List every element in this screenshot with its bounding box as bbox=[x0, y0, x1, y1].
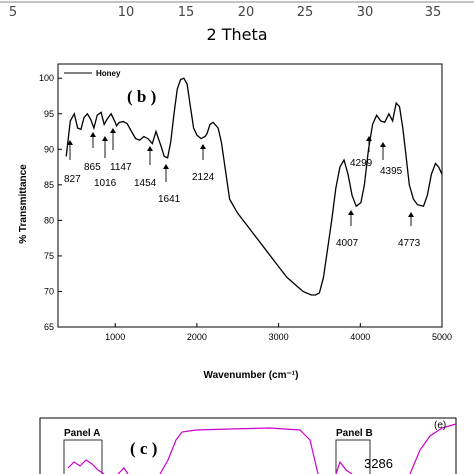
annotation-label: 865 bbox=[84, 162, 101, 173]
annotation-arrowhead bbox=[366, 136, 372, 141]
panel-a-label: Panel A bbox=[64, 428, 100, 439]
panel-a-box bbox=[63, 439, 103, 474]
annotation-label: 1016 bbox=[94, 178, 117, 189]
annotation-label: 4007 bbox=[336, 238, 359, 249]
ir-chart: 1000 2000 3000 4000 5000 65 70 75 80 85 90 95 100 82… bbox=[18, 63, 452, 381]
annotation-arrowhead bbox=[102, 136, 108, 141]
y-tick-label: 95 bbox=[44, 109, 54, 119]
annotation-arrowhead bbox=[348, 210, 354, 215]
annotation-label: 4395 bbox=[380, 166, 403, 177]
top-tick-label: 35 bbox=[425, 5, 442, 20]
bottom-spectrum-line bbox=[67, 423, 457, 474]
corner-label-e: (e) bbox=[434, 420, 446, 431]
legend: Honey bbox=[64, 69, 121, 78]
top-panel-xlabel: 2 Theta bbox=[206, 25, 267, 44]
x-tick-label: 3000 bbox=[269, 332, 289, 342]
y-tick-label: 85 bbox=[44, 180, 54, 190]
y-tick-label: 80 bbox=[44, 215, 54, 225]
top-tick-label: 10 bbox=[118, 5, 135, 20]
x-tick-label: 4000 bbox=[350, 332, 370, 342]
y-tick-label: 90 bbox=[44, 144, 54, 154]
y-tick-label: 70 bbox=[44, 286, 54, 296]
annotation-arrowhead bbox=[90, 132, 96, 137]
top-tick-label: 20 bbox=[238, 5, 255, 20]
annotation-label: 1147 bbox=[110, 162, 132, 173]
annotation-arrowhead bbox=[380, 142, 386, 147]
x-axis-label: Wavenumber (cm⁻¹) bbox=[204, 370, 299, 381]
annotation-arrowhead bbox=[408, 212, 414, 217]
top-tick-label: 15 bbox=[178, 5, 195, 20]
annotation-label: 4773 bbox=[398, 238, 421, 249]
top-panel: 5 10 15 20 25 30 35 2 Theta bbox=[0, 1, 474, 44]
annotation-label: 4299 bbox=[350, 158, 373, 169]
bottom-panel: Panel A Panel B ( c ) 3286 (e) bbox=[39, 417, 457, 474]
y-tick-label: 100 bbox=[39, 73, 54, 83]
top-tick-label: 30 bbox=[357, 5, 374, 20]
annotation-label: 2124 bbox=[192, 172, 215, 183]
series-line-honey bbox=[65, 77, 443, 296]
x-tick-label: 5000 bbox=[432, 332, 452, 342]
y-tick-label: 75 bbox=[44, 251, 54, 261]
annotation-arrowhead bbox=[163, 164, 169, 169]
annotation-label: 827 bbox=[64, 174, 81, 185]
top-tick-label: 25 bbox=[297, 5, 314, 20]
y-tick-label: 65 bbox=[44, 322, 54, 332]
annotation-arrowhead bbox=[147, 146, 153, 151]
peak-label-3286: 3286 bbox=[364, 456, 393, 471]
x-tick-label: 1000 bbox=[105, 332, 125, 342]
annotation-label: 1641 bbox=[158, 194, 181, 205]
panel-tag-b: ( b ) bbox=[127, 87, 156, 106]
legend-label: Honey bbox=[96, 69, 121, 78]
annotation-arrowhead bbox=[110, 128, 116, 133]
top-tick-label: 5 bbox=[9, 5, 17, 20]
panel-b-box bbox=[335, 439, 371, 474]
bottom-frame bbox=[39, 417, 457, 474]
panel-tag-c: ( c ) bbox=[130, 439, 157, 458]
y-axis-label: % Transmittance bbox=[18, 164, 29, 244]
annotation-label: 1454 bbox=[134, 178, 157, 189]
annotation-arrowhead bbox=[200, 144, 206, 149]
plot-frame bbox=[57, 63, 443, 328]
annotation-arrowhead bbox=[67, 140, 73, 145]
panel-b-label: Panel B bbox=[336, 428, 373, 439]
x-tick-label: 2000 bbox=[187, 332, 207, 342]
